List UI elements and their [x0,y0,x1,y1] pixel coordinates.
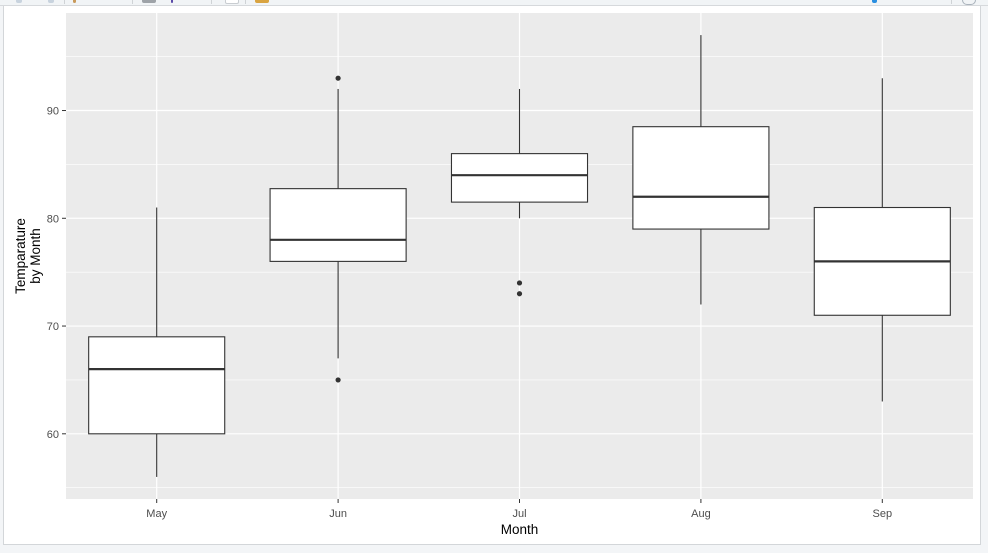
box-sep [813,78,951,402]
outlier-point [516,291,523,297]
axes: 60 70 80 90 May Jun Jul Aug Sep [47,106,892,520]
y-tick-label: 80 [47,213,59,225]
y-axis-title-line-1: Temparature [13,218,28,294]
box-jul [450,88,589,297]
y-axis-title: Temparature by Month [13,218,43,294]
x-tick-label-may: May [146,508,167,520]
interquartile-box [450,153,589,203]
y-tick-label: 70 [47,321,59,333]
toolbar-separator [245,0,246,4]
y-axis-title-line-2: by Month [28,228,43,284]
publish-icon[interactable] [872,0,877,3]
clear-all-broom-icon[interactable] [255,0,269,3]
toolbar-separator [211,0,212,4]
back-arrow-icon[interactable] [16,0,22,3]
y-tick-label: 90 [47,106,59,118]
export-icon[interactable] [142,0,156,3]
x-tick-label-jun: Jun [329,508,347,520]
toolbar-separator [951,0,952,4]
export-dropdown-icon[interactable] [171,0,173,3]
y-tick-label: 60 [47,429,59,441]
remove-plot-icon[interactable] [225,0,239,4]
zoom-icon[interactable] [73,0,76,3]
outlier-point [335,75,341,81]
outlier-point [516,280,523,286]
toolbar-separator [64,0,65,4]
outlier-point [335,377,341,383]
boxes [88,35,951,477]
toolbar-clipped [0,0,988,6]
x-tick-label-sep: Sep [873,508,893,520]
x-tick-label-aug: Aug [691,508,711,520]
interquartile-box [88,336,226,435]
box-jun [269,75,407,383]
interquartile-box [269,188,407,262]
forward-arrow-icon[interactable] [48,0,54,3]
box-aug [632,35,770,305]
interquartile-box [632,126,770,230]
toolbar-separator [132,0,133,4]
x-axis-title: Month [501,522,539,537]
box-may [88,207,226,477]
x-tick-label-jul: Jul [512,508,526,520]
